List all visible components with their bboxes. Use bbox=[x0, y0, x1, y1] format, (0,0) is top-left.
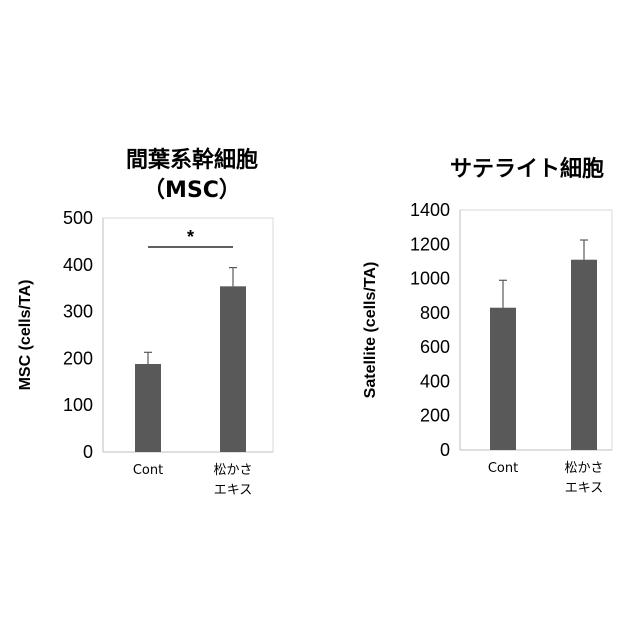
y-tick-label: 100 bbox=[63, 395, 93, 415]
y-tick-label: 400 bbox=[420, 371, 450, 391]
chart-subtitle: （MSC） bbox=[143, 178, 241, 203]
y-axis-label: MSC (cells/TA) bbox=[17, 280, 34, 391]
bar bbox=[571, 260, 597, 450]
y-tick-label: 200 bbox=[63, 348, 93, 368]
y-tick-label: 200 bbox=[420, 406, 450, 426]
x-tick-label: Cont bbox=[133, 463, 163, 478]
y-axis-label: Satellite (cells/TA) bbox=[362, 262, 379, 399]
chart-title: サテライト細胞 bbox=[450, 156, 604, 182]
bar bbox=[490, 308, 516, 450]
y-tick-label: 1000 bbox=[410, 269, 450, 289]
y-tick-label: 600 bbox=[420, 337, 450, 357]
chart-title: 間葉系幹細胞 bbox=[126, 147, 258, 173]
msc-chart: 間葉系幹細胞 （MSC） 0 100 200 300 400 500 MSC (cells/TA… bbox=[17, 147, 273, 498]
y-tick-label: 0 bbox=[440, 440, 450, 460]
y-tick-label: 300 bbox=[63, 302, 93, 322]
y-tick-label: 1400 bbox=[410, 200, 450, 220]
satellite-chart: サテライト細胞 0 200 400 600 800 1000 1200 1400 Satellit… bbox=[362, 156, 612, 496]
y-tick-label: 0 bbox=[83, 442, 93, 462]
x-tick-label: エキス bbox=[214, 483, 253, 498]
plot-frame bbox=[103, 218, 273, 452]
bar bbox=[220, 286, 246, 452]
x-tick-label: 松かさ bbox=[213, 463, 252, 478]
y-tick-label: 1200 bbox=[410, 234, 450, 254]
y-tick-label: 800 bbox=[420, 303, 450, 323]
y-tick-label: 400 bbox=[63, 255, 93, 275]
significance-label: * bbox=[187, 227, 194, 247]
x-tick-label: エキス bbox=[565, 481, 604, 496]
x-tick-label: 松かさ bbox=[564, 461, 603, 476]
y-tick-label: 500 bbox=[63, 208, 93, 228]
bar bbox=[135, 364, 161, 452]
x-tick-label: Cont bbox=[488, 461, 518, 476]
